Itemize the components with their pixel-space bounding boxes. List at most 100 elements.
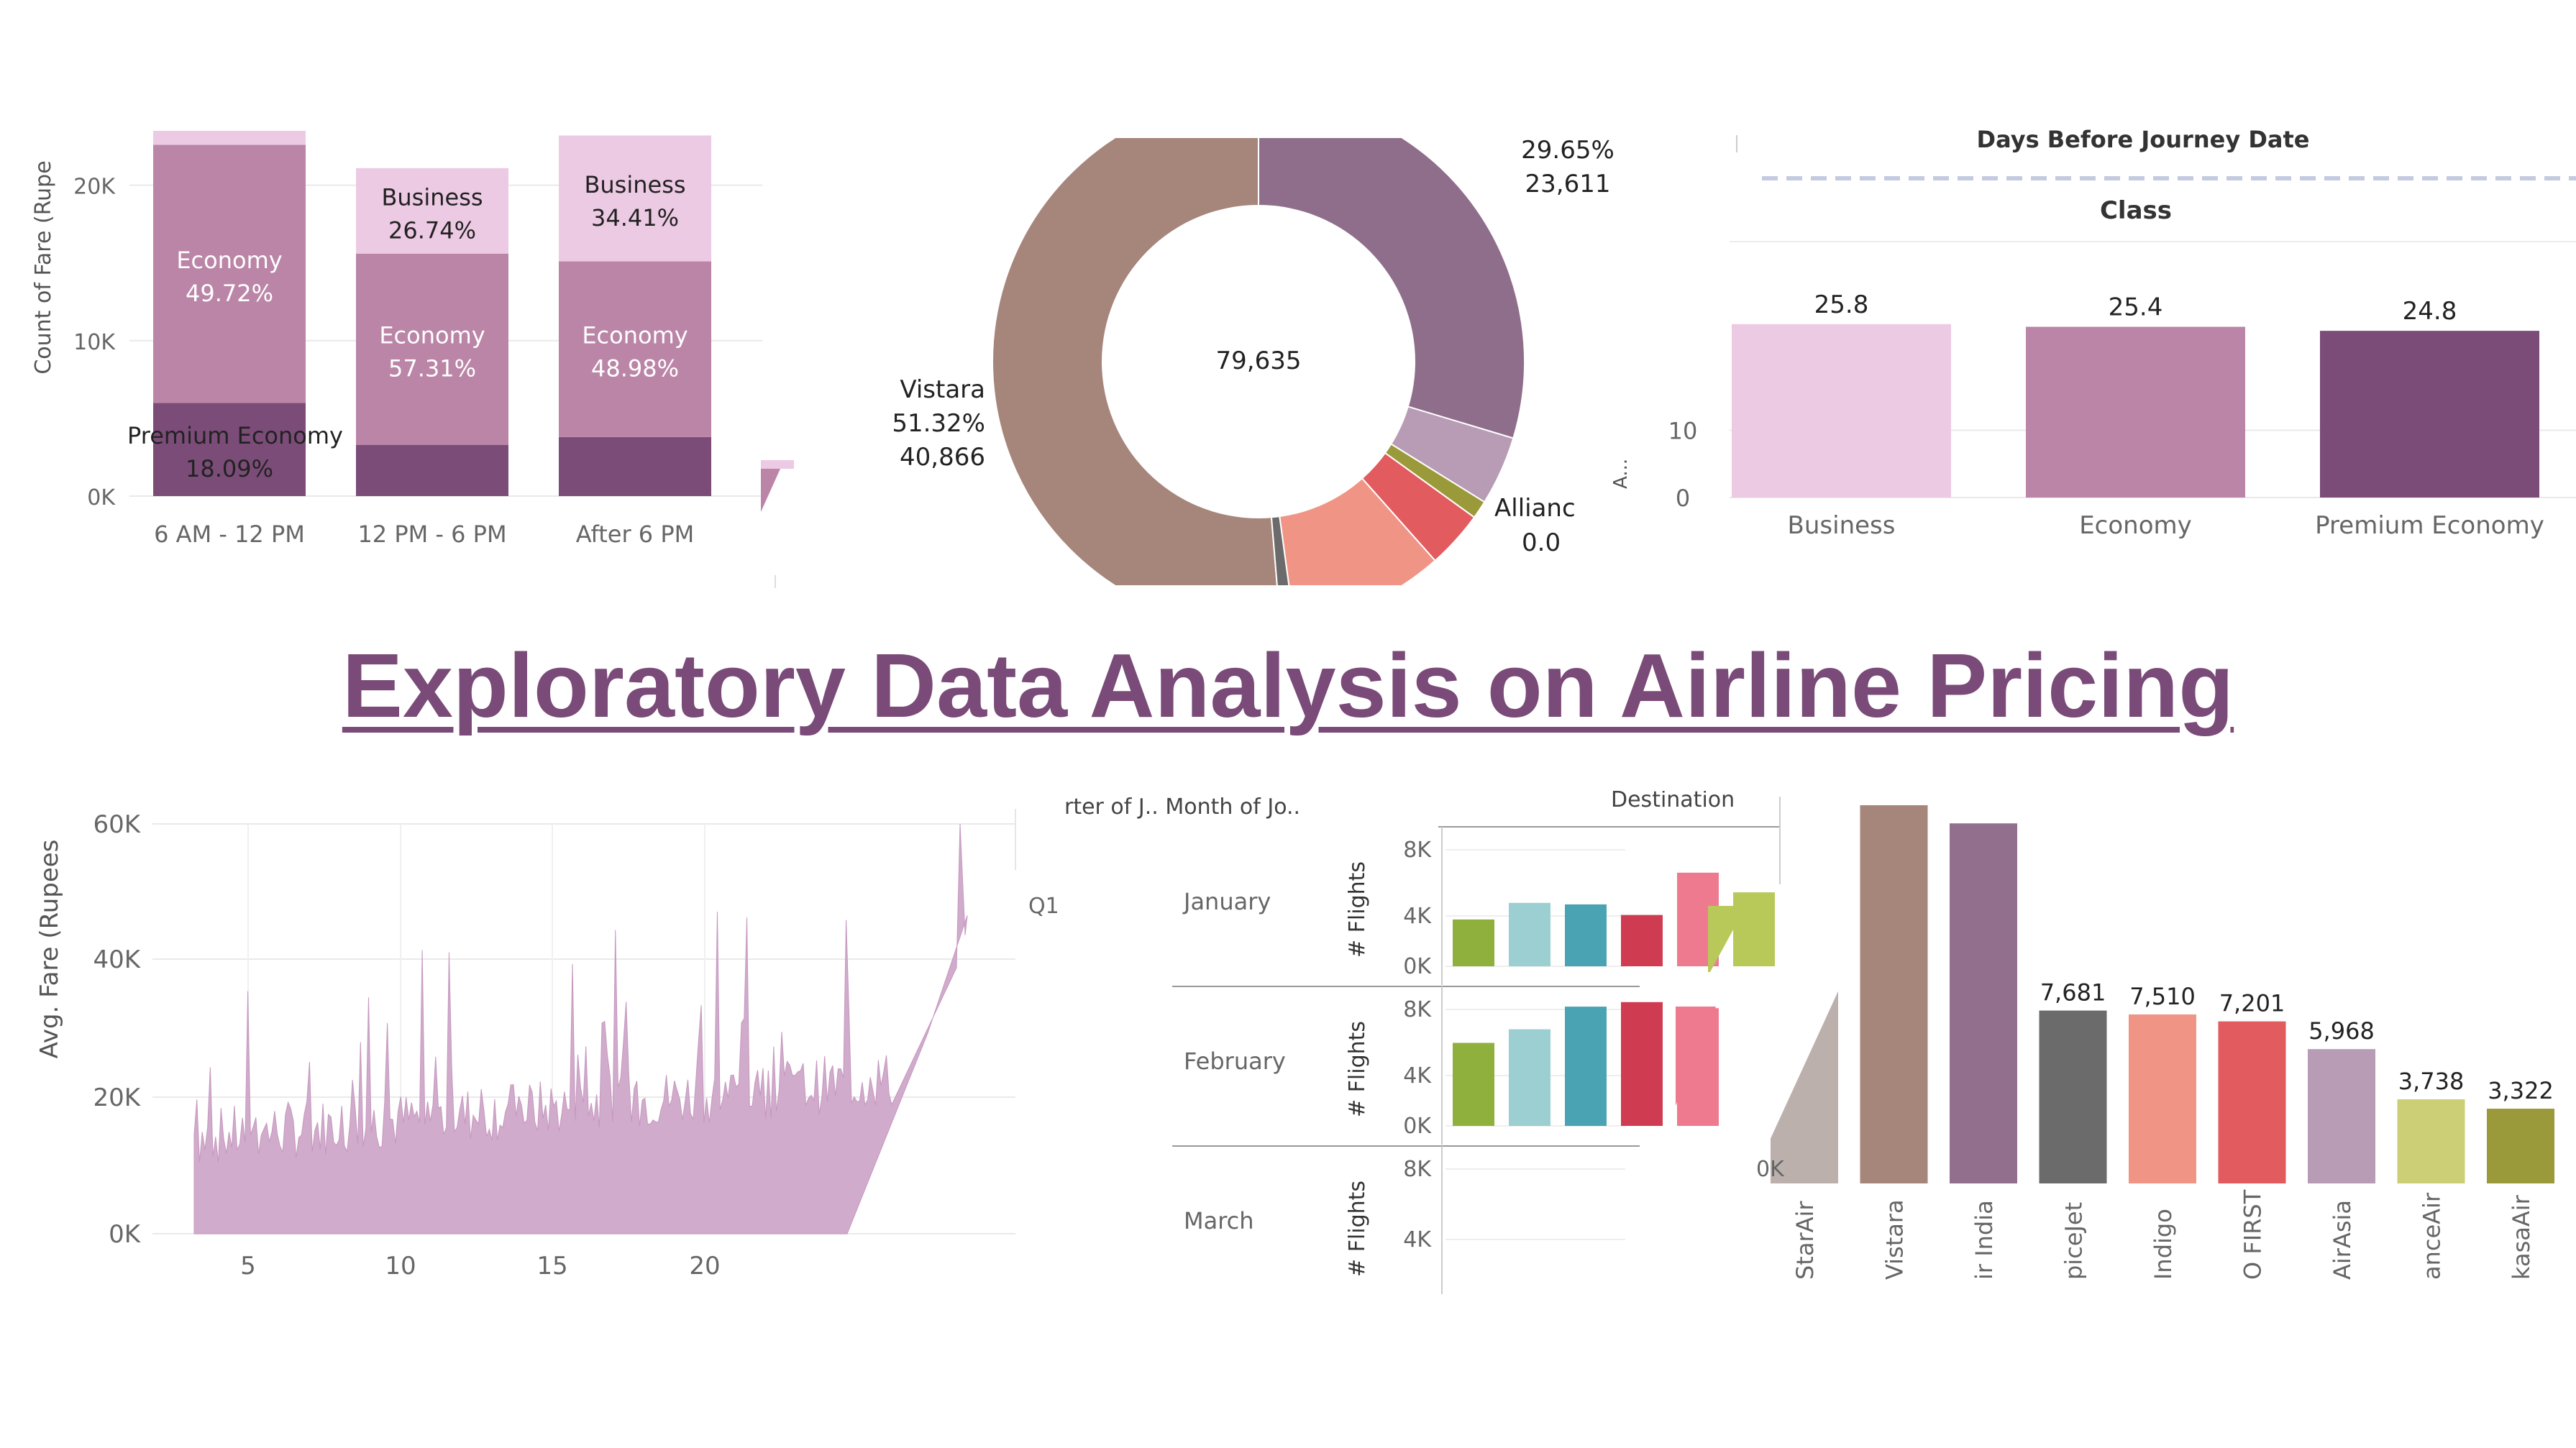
c6-bar (2218, 1021, 2286, 1183)
c3-y-axis-fragment: A... (1611, 459, 1632, 489)
c4-y-tick: 0K (109, 1220, 142, 1249)
c1-segment-class-label: Business (381, 183, 483, 211)
donut-label-top-pct: 29.65% (1521, 136, 1614, 165)
c5-cropped-fragment (1708, 906, 1746, 972)
c3-x-tick: Premium Economy (2315, 511, 2544, 540)
c5-y-tick: 4K (1403, 904, 1432, 929)
c5-bar (1621, 915, 1663, 966)
c1-bar-segment (356, 253, 508, 445)
c1-segment-class-label: Economy (379, 322, 485, 349)
c4-x-tick: 10 (385, 1252, 416, 1280)
c5-bar (1565, 1007, 1607, 1126)
c6-bar (2487, 1109, 2554, 1183)
c1-bar-segment (559, 261, 711, 437)
c6-value-label: 3,322 (2488, 1077, 2554, 1104)
c3-bar (2026, 326, 2245, 498)
c3-header: Days Before Journey Date (1977, 126, 2310, 153)
c5-bar (1509, 1029, 1550, 1126)
c5-y-tick: 4K (1403, 1063, 1432, 1089)
c1-bar-segment (356, 444, 508, 496)
c3-y-tick: 0 (1676, 485, 1690, 512)
c5-y-tick: 0K (1403, 954, 1432, 979)
c1-segment-pct-label: 48.98% (591, 355, 679, 382)
c1-bar-segment (153, 403, 306, 496)
c1-segment-class-label: Business (584, 171, 685, 198)
c3-bar (2320, 331, 2539, 498)
c5-month-label: January (1182, 888, 1271, 915)
airline-share-donut: 79,635 Vistara 51.32% 40,866 29.65% 23,6… (892, 136, 1614, 585)
c6-x-tick: piceJet (2060, 1202, 2088, 1280)
c4-quarter-label: Q1 (1028, 894, 1059, 919)
departure-time-class-chart: Count of Fare (Rupe 0K 10K 20K Premium Eco… (31, 130, 794, 588)
c1-y-tick: 0K (87, 485, 116, 510)
c6-value-label: 7,510 (2129, 983, 2196, 1010)
c5-y-tick: 8K (1403, 1157, 1432, 1182)
c5-bar (1621, 1002, 1663, 1126)
c4-y-tick: 60K (93, 810, 141, 839)
c1-segment-pct-label: 34.41% (591, 204, 679, 232)
c5-y-tick: 4K (1403, 1227, 1432, 1252)
c6-bar (1771, 991, 1838, 1183)
c1-x-tick: 6 AM - 12 PM (154, 521, 305, 548)
c5-bar (1453, 919, 1494, 966)
c6-x-tick: O FIRST (2239, 1189, 2267, 1280)
avg-fare-area-chart: Avg. Fare (Rupees 0K 20K 40K 60K 5 10 15 20 Q1 (35, 809, 1059, 1280)
c5-header: Destination (1611, 791, 1735, 812)
c6-x-tick: StarAir (1791, 1201, 1819, 1280)
c3-x-tick: Business (1788, 511, 1896, 540)
c5-bar (1509, 902, 1550, 966)
days-before-journey-chart: Days Before Journey Date Class A... 010 … (1611, 126, 2576, 540)
c3-x-tick: Economy (2079, 511, 2192, 540)
c1-bar-segment (356, 168, 508, 254)
c1-bar-segment (559, 436, 711, 496)
c1-bar-segment (559, 135, 711, 262)
c5-y-tick: 0K (1403, 1114, 1432, 1139)
c5-month-label: March (1184, 1207, 1254, 1234)
c4-x-tick: 20 (689, 1252, 720, 1280)
c6-y-tick: 0K (1756, 1157, 1785, 1182)
c1-bar-segment (153, 130, 306, 145)
page-title: Exploratory Data Analysis on Airline Pri… (342, 635, 2234, 736)
c5-cropped-fragment (1676, 1007, 1716, 1106)
c4-y-tick: 40K (93, 945, 141, 974)
c3-subheader: Class (2100, 196, 2172, 225)
c6-x-tick: Indigo (2150, 1209, 2177, 1280)
c6-bar (2397, 1099, 2465, 1183)
donut-label-vistara-count: 40,866 (900, 443, 985, 472)
c5-month-label: February (1184, 1048, 1286, 1075)
flights-by-month-chart: rter of J.. Month of Jo.. Destination Ja… (1064, 791, 1781, 1294)
c6-value-label: 7,201 (2219, 990, 2285, 1017)
c6-bar (1950, 823, 2017, 1183)
c1-segment-pct-label: 26.74% (388, 216, 476, 244)
c5-bar (1565, 904, 1607, 966)
c1-segment-pct-label: 57.31% (388, 355, 476, 382)
c3-value-label: 25.4 (2109, 293, 2163, 322)
c5-y-tick: 8K (1403, 838, 1432, 863)
c1-segment-pct-label: 18.09% (186, 455, 273, 482)
donut-label-alliance-name: Allianc (1494, 494, 1576, 523)
c4-area-series (193, 823, 968, 1234)
c6-bar (2129, 1014, 2196, 1183)
c3-bar (1732, 324, 1951, 498)
c5-bar (1453, 1043, 1494, 1126)
c6-bar (2039, 1010, 2107, 1183)
c6-x-tick: kasaAir (2508, 1194, 2535, 1280)
c6-x-tick: AirAsia (2329, 1200, 2356, 1280)
c6-x-tick: ir India (1970, 1200, 1998, 1280)
c6-value-label: 5,968 (2308, 1017, 2375, 1045)
c1-bar-segment (153, 145, 306, 403)
c6-value-label: 3,738 (2398, 1068, 2465, 1095)
c6-value-label: 7,681 (2040, 979, 2106, 1007)
c5-y-axis-title: # Flights (1345, 861, 1370, 958)
c4-y-axis-title: Avg. Fare (Rupees (35, 840, 64, 1059)
c1-y-tick: 10K (73, 330, 116, 355)
donut-label-alliance-pct: 0.0 (1522, 528, 1561, 557)
c1-y-tick: 20K (73, 175, 116, 200)
donut-label-top-count: 23,611 (1525, 170, 1611, 198)
c4-x-tick: 15 (536, 1252, 567, 1280)
c5-bar (1733, 892, 1775, 966)
donut-label-vistara-pct: 51.32% (892, 409, 985, 438)
c1-x-tick: After 6 PM (576, 521, 694, 548)
c5-y-axis-title: # Flights (1345, 1181, 1370, 1277)
